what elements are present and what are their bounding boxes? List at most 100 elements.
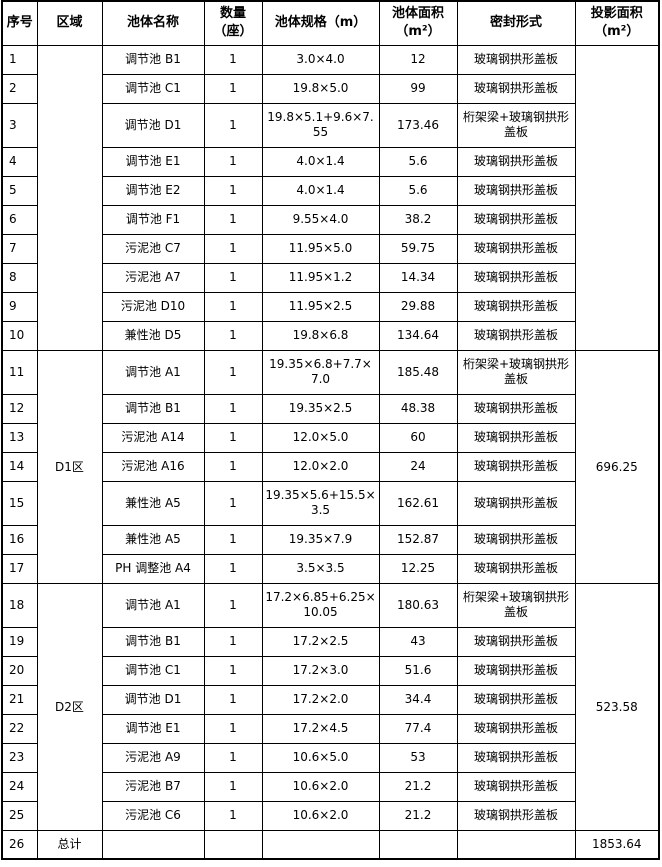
empty-cell <box>456 829 576 860</box>
seq-cell: 17 <box>1 553 38 584</box>
seal-cell: 玻璃钢拱形盖板 <box>456 320 576 351</box>
seal-cell: 玻璃钢拱形盖板 <box>456 684 576 715</box>
table-row: 11 D1区 调节池 A1 1 19.35×6.8+7.7×7.0 185.48 桁架梁+玻… <box>1 349 660 584</box>
projection-area-cell <box>574 44 660 351</box>
spec-cell: 17.2×2.0 <box>261 684 380 715</box>
spec-cell: 10.6×2.0 <box>261 771 380 802</box>
quantity-cell: 1 <box>203 480 263 526</box>
seq-cell: 13 <box>1 422 38 453</box>
spec-cell: 19.35×5.6+15.5×3.5 <box>261 480 380 526</box>
header-qty: 数量（座） <box>203 0 263 46</box>
area-cell: 12 <box>378 44 458 75</box>
table-row: 20 调节池 C1 1 17.2×3.0 51.6 玻璃钢拱形盖板 <box>1 655 659 686</box>
quantity-cell: 1 <box>203 582 263 628</box>
quantity-cell: 1 <box>203 626 263 657</box>
area-cell: 21.2 <box>378 800 458 831</box>
seal-cell: 玻璃钢拱形盖板 <box>456 800 576 831</box>
seal-cell: 玻璃钢拱形盖板 <box>456 175 576 206</box>
seq-cell: 10 <box>1 320 38 351</box>
pool-name-cell: 调节池 B1 <box>101 393 205 424</box>
quantity-cell: 1 <box>203 320 263 351</box>
pool-name-cell: PH 调整池 A4 <box>101 553 205 584</box>
quantity-cell: 1 <box>203 204 263 235</box>
seq-cell: 11 <box>1 349 38 395</box>
table-row: 14 污泥池 A16 1 12.0×2.0 24 玻璃钢拱形盖板 <box>1 451 659 482</box>
seal-cell: 桁架梁+玻璃钢拱形盖板 <box>456 349 576 395</box>
quantity-cell: 1 <box>203 451 263 482</box>
pool-name-cell: 兼性池 A5 <box>101 524 205 555</box>
area-cell: 53 <box>378 742 458 773</box>
pool-name-cell: 污泥池 C7 <box>101 233 205 264</box>
total-projection-area: 1853.64 <box>574 829 660 860</box>
area-cell: 29.88 <box>378 291 458 322</box>
spec-cell: 17.2×6.85+6.25×10.05 <box>261 582 380 628</box>
pool-name-cell: 调节池 F1 <box>101 204 205 235</box>
seal-cell: 玻璃钢拱形盖板 <box>456 553 576 584</box>
pool-name-cell: 调节池 C1 <box>101 73 205 104</box>
table-row: 1 调节池 B1 1 3.0×4.0 12 玻璃钢拱形盖板 <box>1 44 660 351</box>
spec-cell: 3.0×4.0 <box>261 44 380 75</box>
pool-name-cell: 调节池 A1 <box>101 582 205 628</box>
seq-cell: 22 <box>1 713 38 744</box>
header-seq: 序号 <box>1 0 38 46</box>
table-row: 17 PH 调整池 A4 1 3.5×3.5 12.25 玻璃钢拱形盖板 <box>1 553 659 584</box>
pool-name-cell: 调节池 C1 <box>101 655 205 686</box>
seal-cell: 桁架梁+玻璃钢拱形盖板 <box>456 102 576 148</box>
pool-name-cell: 调节池 D1 <box>101 684 205 715</box>
seal-cell: 玻璃钢拱形盖板 <box>456 771 576 802</box>
spec-cell: 10.6×2.0 <box>261 800 380 831</box>
table-row: 15 兼性池 A5 1 19.35×5.6+15.5×3.5 162.61 玻璃钢拱形盖板 <box>1 480 659 526</box>
spec-cell: 19.8×5.0 <box>261 73 380 104</box>
seal-cell: 玻璃钢拱形盖板 <box>456 291 576 322</box>
pool-name-cell: 污泥池 D10 <box>101 291 205 322</box>
seq-cell: 5 <box>1 175 38 206</box>
quantity-cell: 1 <box>203 771 263 802</box>
quantity-cell: 1 <box>203 73 263 104</box>
spec-cell: 4.0×1.4 <box>261 175 380 206</box>
quantity-cell: 1 <box>203 349 263 395</box>
seq-cell: 6 <box>1 204 38 235</box>
table-row: 23 污泥池 A9 1 10.6×5.0 53 玻璃钢拱形盖板 <box>1 742 659 773</box>
spec-cell: 11.95×5.0 <box>261 233 380 264</box>
area-cell: 5.6 <box>378 146 458 177</box>
spec-cell: 4.0×1.4 <box>261 146 380 177</box>
empty-cell <box>261 829 380 860</box>
seal-cell: 玻璃钢拱形盖板 <box>456 393 576 424</box>
spec-cell: 12.0×2.0 <box>261 451 380 482</box>
total-label: 总计 <box>36 829 103 860</box>
quantity-cell: 1 <box>203 175 263 206</box>
seal-cell: 玻璃钢拱形盖板 <box>456 524 576 555</box>
area-cell: 59.75 <box>378 233 458 264</box>
seq-cell: 20 <box>1 655 38 686</box>
area-cell: 180.63 <box>378 582 458 628</box>
seq-cell: 14 <box>1 451 38 482</box>
spec-cell: 10.6×5.0 <box>261 742 380 773</box>
header-area: 池体面积（m²） <box>378 0 458 46</box>
area-cell: 77.4 <box>378 713 458 744</box>
table-row: 21 调节池 D1 1 17.2×2.0 34.4 玻璃钢拱形盖板 <box>1 684 659 715</box>
spec-cell: 12.0×5.0 <box>261 422 380 453</box>
pool-name-cell: 调节池 D1 <box>101 102 205 148</box>
pool-name-cell: 调节池 B1 <box>101 44 205 75</box>
area-cell: 99 <box>378 73 458 104</box>
quantity-cell: 1 <box>203 393 263 424</box>
seq-cell: 25 <box>1 800 38 831</box>
area-cell: 12.25 <box>378 553 458 584</box>
quantity-cell: 1 <box>203 44 263 75</box>
header-seal: 密封形式 <box>456 0 576 46</box>
spec-cell: 17.2×2.5 <box>261 626 380 657</box>
pool-name-cell: 污泥池 A14 <box>101 422 205 453</box>
pool-name-cell: 污泥池 C6 <box>101 800 205 831</box>
seq-cell: 8 <box>1 262 38 293</box>
area-cell: 60 <box>378 422 458 453</box>
spec-cell: 17.2×3.0 <box>261 655 380 686</box>
seal-cell: 玻璃钢拱形盖板 <box>456 713 576 744</box>
area-cell: 48.38 <box>378 393 458 424</box>
spec-cell: 19.35×6.8+7.7×7.0 <box>261 349 380 395</box>
pool-name-cell: 调节池 E1 <box>101 146 205 177</box>
pool-name-cell: 污泥池 A9 <box>101 742 205 773</box>
pool-name-cell: 调节池 E2 <box>101 175 205 206</box>
seq-cell: 16 <box>1 524 38 555</box>
spec-cell: 19.35×7.9 <box>261 524 380 555</box>
